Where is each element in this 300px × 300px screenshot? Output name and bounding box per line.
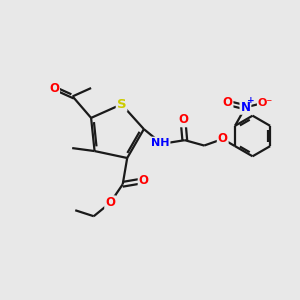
Text: O: O [105, 196, 115, 209]
Text: O: O [49, 82, 59, 94]
Text: O⁻: O⁻ [258, 98, 273, 108]
Text: S: S [117, 98, 126, 111]
Text: O: O [139, 174, 148, 187]
Text: N: N [240, 101, 250, 114]
Text: +: + [247, 96, 255, 105]
Text: O: O [218, 133, 228, 146]
Text: O: O [223, 96, 232, 109]
Text: O: O [178, 113, 188, 126]
Text: NH: NH [151, 138, 170, 148]
